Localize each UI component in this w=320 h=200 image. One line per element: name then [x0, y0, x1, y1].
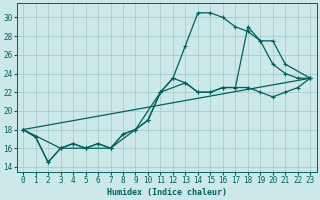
X-axis label: Humidex (Indice chaleur): Humidex (Indice chaleur) [107, 188, 227, 197]
